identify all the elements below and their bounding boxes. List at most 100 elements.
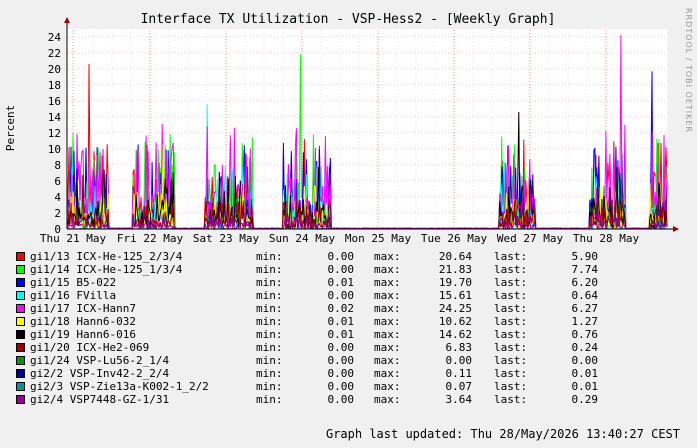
legend-last-value: 0.01 — [571, 367, 599, 380]
legend-last-label: last: — [494, 263, 528, 276]
x-tick-label: Fri 22 May — [117, 232, 184, 245]
legend-row: gi1/14 ICX-He-125_1/3/4 min: 0.00 max: 21.83… — [16, 263, 656, 276]
legend-row: gi2/2 VSP-Inv42-2_2/4 min: 0.00 max: 0.11 las… — [16, 367, 656, 380]
x-tick-label: Sat 23 May — [193, 232, 260, 245]
legend-series-name: gi1/20 ICX-He2-069 — [30, 341, 150, 354]
legend-swatch — [16, 278, 25, 287]
legend-min-value: 0.01 — [327, 328, 355, 341]
legend-last-value: 0.01 — [571, 380, 599, 393]
y-axis-arrow — [64, 17, 70, 23]
y-tick-label: 6 — [54, 175, 61, 188]
legend-max-label: max: — [374, 276, 401, 289]
legend-max-label: max: — [374, 341, 401, 354]
legend-min-label: min: — [256, 250, 283, 263]
legend-last-value: 6.20 — [571, 276, 599, 289]
legend-min-label: min: — [256, 328, 283, 341]
legend-min-label: min: — [256, 315, 283, 328]
legend-last-label: last: — [494, 380, 528, 393]
legend-min-label: min: — [256, 302, 283, 315]
legend-series-name: gi1/18 Hann6-032 — [30, 315, 136, 328]
y-tick-label: 12 — [48, 127, 61, 140]
legend-max-value: 0.00 — [445, 354, 473, 367]
y-tick-label: 22 — [48, 47, 61, 60]
legend-max-value: 15.61 — [438, 289, 472, 302]
legend-swatch — [16, 317, 25, 326]
legend-row: gi1/20 ICX-He2-069 min: 0.00 max: 6.83 last: 0… — [16, 341, 656, 354]
x-tick-label: Tue 26 May — [421, 232, 488, 245]
legend-last-value: 5.90 — [571, 250, 599, 263]
legend-swatch — [16, 343, 25, 352]
legend-min-value: 0.00 — [327, 341, 355, 354]
legend-max-value: 21.83 — [438, 263, 472, 276]
legend-swatch — [16, 265, 25, 274]
legend-last-label: last: — [494, 302, 528, 315]
legend-last-value: 0.29 — [571, 393, 599, 406]
legend-series-name: gi1/24 VSP-Lu56-2_1/4 — [30, 354, 170, 367]
legend-min-label: min: — [256, 354, 283, 367]
legend-series-name: gi1/15 B5-022 — [30, 276, 117, 289]
legend-max-value: 24.25 — [438, 302, 472, 315]
legend-row: gi1/15 B5-022 min: 0.01 max: 19.70 last: 6.20 — [16, 276, 656, 289]
legend-row: gi2/3 VSP-Zie13a-K002-1_2/2 min: 0.00 max: 0… — [16, 380, 656, 393]
legend-min-value: 0.00 — [327, 263, 355, 276]
last-updated: Graph last updated: Thu 28/May/2026 13:4… — [325, 427, 680, 441]
legend-max-label: max: — [374, 302, 401, 315]
legend-series-name: gi1/16 FVilla — [30, 289, 117, 302]
legend-series-name: gi1/14 ICX-He-125_1/3/4 — [30, 263, 183, 276]
chart-title: Interface TX Utilization - VSP-Hess2 - [… — [141, 12, 556, 27]
legend-min-value: 0.02 — [327, 302, 355, 315]
legend-min-value: 0.00 — [327, 393, 355, 406]
legend-max-value: 3.64 — [445, 393, 473, 406]
y-tick-label: 14 — [48, 111, 62, 124]
legend-last-label: last: — [494, 341, 528, 354]
legend-last-value: 0.76 — [571, 328, 599, 341]
y-tick-label: 4 — [54, 191, 61, 204]
legend-last-label: last: — [494, 250, 528, 263]
legend-max-label: max: — [374, 354, 401, 367]
legend-min-label: min: — [256, 341, 283, 354]
legend-row: gi1/18 Hann6-032 min: 0.01 max: 10.62 last: 1.… — [16, 315, 656, 328]
legend-max-label: max: — [374, 328, 401, 341]
legend-max-label: max: — [374, 393, 401, 406]
legend-max-label: max: — [374, 263, 401, 276]
legend-min-label: min: — [256, 263, 283, 276]
legend-series-name: gi2/2 VSP-Inv42-2_2/4 — [30, 367, 170, 380]
legend-min-value: 0.00 — [327, 380, 355, 393]
y-tick-label: 0 — [54, 223, 61, 236]
legend-max-value: 20.64 — [438, 250, 472, 263]
legend-series-name: gi1/17 ICX-Hann7 — [30, 302, 136, 315]
legend-min-label: min: — [256, 393, 283, 406]
legend-swatch — [16, 252, 25, 261]
legend-last-value: 1.27 — [571, 315, 599, 328]
legend-last-value: 7.74 — [571, 263, 599, 276]
legend-last-value: 6.27 — [571, 302, 599, 315]
legend-row: gi1/24 VSP-Lu56-2_1/4 min: 0.00 max: 0.00 las… — [16, 354, 656, 367]
legend-max-label: max: — [374, 380, 401, 393]
legend-min-value: 0.00 — [327, 289, 355, 302]
legend-max-value: 0.07 — [445, 380, 473, 393]
x-tick-label: Mon 25 May — [345, 232, 412, 245]
legend-swatch — [16, 304, 25, 313]
y-tick-label: 16 — [48, 95, 61, 108]
axes — [64, 17, 679, 232]
legend-last-label: last: — [494, 276, 528, 289]
legend-min-value: 0.00 — [327, 367, 355, 380]
legend-row: gi1/16 FVilla min: 0.00 max: 15.61 last: 0.64 — [16, 289, 656, 302]
y-axis-label: Percent — [4, 105, 17, 151]
legend-swatch — [16, 369, 25, 378]
y-tick-label: 8 — [54, 159, 61, 172]
legend-last-label: last: — [494, 393, 528, 406]
legend-series-name: gi2/3 VSP-Zie13a-K002-1_2/2 — [30, 380, 209, 393]
legend-min-value: 0.01 — [327, 276, 355, 289]
legend-max-label: max: — [374, 289, 401, 302]
y-tick-label: 24 — [48, 31, 62, 44]
legend-series-name: gi2/4 VSP7448-GZ-1/31 — [30, 393, 170, 406]
legend-max-value: 19.70 — [438, 276, 472, 289]
watermark: RRDTOOL / TOBI OETIKER — [684, 8, 693, 134]
legend-last-value: 0.00 — [571, 354, 599, 367]
legend-last-label: last: — [494, 315, 528, 328]
legend-last-label: last: — [494, 354, 528, 367]
legend-last-label: last: — [494, 367, 528, 380]
